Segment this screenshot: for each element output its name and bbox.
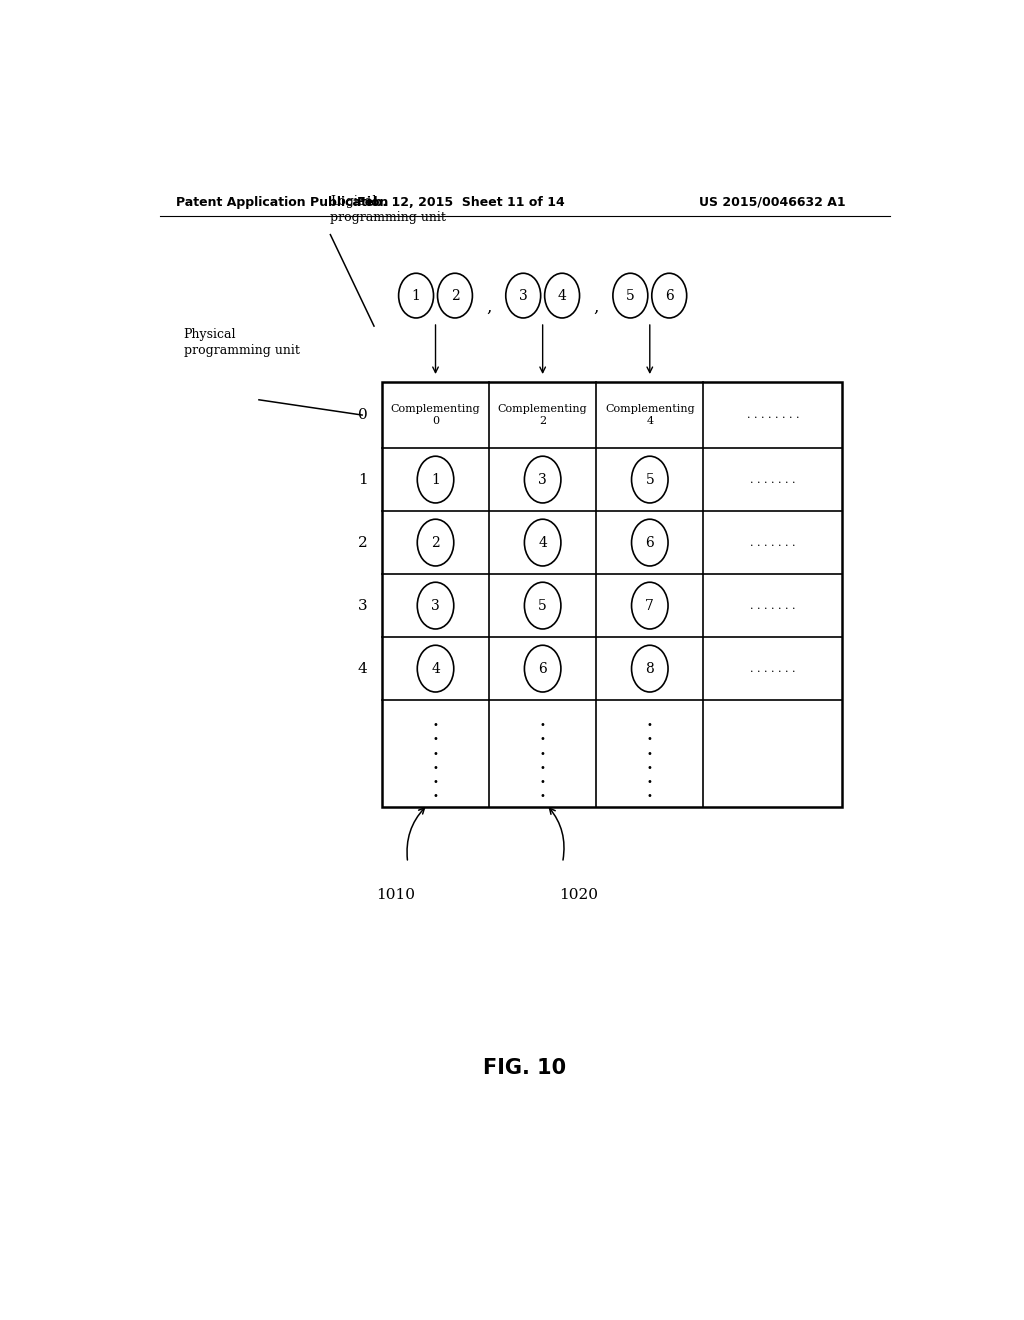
Text: •: • [540, 763, 546, 772]
Text: 3: 3 [358, 598, 368, 612]
Text: •: • [540, 734, 546, 744]
Text: US 2015/0046632 A1: US 2015/0046632 A1 [699, 195, 846, 209]
Text: ,: , [594, 300, 599, 317]
Text: 1020: 1020 [559, 888, 598, 902]
Text: . . . . . . .: . . . . . . . [750, 475, 796, 484]
Text: 1: 1 [412, 289, 421, 302]
Text: •: • [432, 734, 438, 744]
Text: •: • [647, 791, 652, 801]
Text: 1010: 1010 [377, 888, 416, 902]
Text: •: • [432, 719, 438, 730]
Text: 6: 6 [645, 536, 654, 549]
Text: •: • [432, 763, 438, 772]
Text: FIG. 10: FIG. 10 [483, 1059, 566, 1078]
Text: 6: 6 [665, 289, 674, 302]
Text: 1: 1 [431, 473, 440, 487]
Text: ,: , [486, 300, 492, 317]
Text: 3: 3 [519, 289, 527, 302]
Text: •: • [540, 791, 546, 801]
Text: 4: 4 [358, 661, 368, 676]
Text: Complementing
0: Complementing 0 [391, 404, 480, 426]
Text: 2: 2 [358, 536, 368, 549]
Text: •: • [540, 748, 546, 759]
Text: 5: 5 [539, 598, 547, 612]
Text: •: • [540, 777, 546, 787]
Text: •: • [540, 719, 546, 730]
Text: 3: 3 [431, 598, 440, 612]
Text: 6: 6 [539, 661, 547, 676]
Text: Feb. 12, 2015  Sheet 11 of 14: Feb. 12, 2015 Sheet 11 of 14 [357, 195, 565, 209]
Text: •: • [647, 734, 652, 744]
Text: 1: 1 [358, 473, 368, 487]
Text: . . . . . . .: . . . . . . . [750, 537, 796, 548]
Text: 8: 8 [645, 661, 654, 676]
Text: Physical
programming unit: Physical programming unit [183, 327, 299, 356]
Text: Complementing
2: Complementing 2 [498, 404, 588, 426]
Text: •: • [432, 777, 438, 787]
Text: Patent Application Publication: Patent Application Publication [176, 195, 388, 209]
Text: 0: 0 [358, 408, 368, 422]
Text: •: • [647, 748, 652, 759]
Text: Logical
programming unit: Logical programming unit [331, 195, 446, 224]
Text: 4: 4 [539, 536, 547, 549]
Text: •: • [647, 719, 652, 730]
Text: 2: 2 [451, 289, 460, 302]
Text: •: • [432, 791, 438, 801]
Text: 7: 7 [645, 598, 654, 612]
Text: 5: 5 [645, 473, 654, 487]
Text: Complementing
4: Complementing 4 [605, 404, 694, 426]
Text: 4: 4 [558, 289, 566, 302]
Text: . . . . . . .: . . . . . . . [750, 664, 796, 673]
Text: •: • [647, 763, 652, 772]
Text: 4: 4 [431, 661, 440, 676]
Text: 2: 2 [431, 536, 440, 549]
Text: 5: 5 [626, 289, 635, 302]
Text: •: • [647, 777, 652, 787]
Text: . . . . . . .: . . . . . . . [750, 601, 796, 611]
Text: 3: 3 [539, 473, 547, 487]
Text: •: • [432, 748, 438, 759]
Bar [382, 381, 842, 807]
Text: . . . . . . . .: . . . . . . . . [746, 411, 799, 420]
